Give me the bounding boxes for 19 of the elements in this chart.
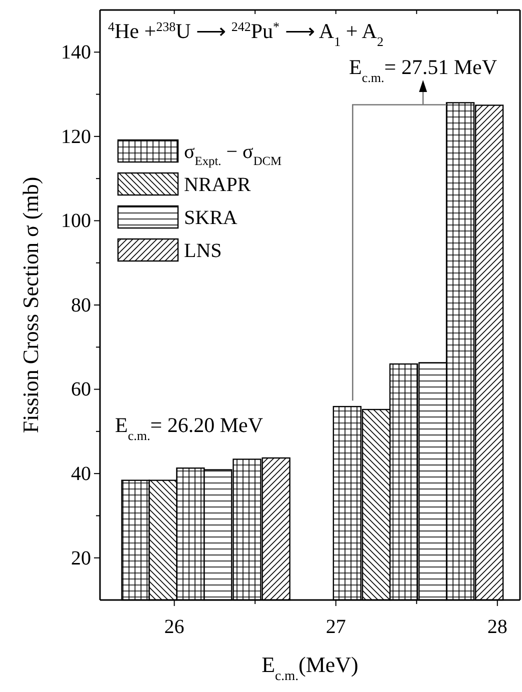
x-axis-title: E$_{c.m.}$(MeV) [262,652,358,682]
x-tick-label: 28 [487,616,508,638]
chart-title: $^{4}$He +$^{238}$U ⟶ $^{242}$Pu$^{*}$ ⟶ A$_{1}$ + A$_{2}$ [108,18,384,48]
y-tick-label: 140 [61,42,91,64]
annotation: E$_{c.m.}$= 26.20 MeV [115,413,264,442]
y-tick-label: 20 [71,547,91,570]
y-axis-title: Fission Cross Section σ (mb) [18,176,43,434]
legend-label: LNS [184,240,222,262]
legend-label: SKRA [184,207,238,229]
y-tick-label: 100 [61,210,91,232]
x-tick-label: 26 [164,616,184,638]
legend-label: NRAPR [184,174,252,196]
annotation: E$_{c.m.}$= 27.51 MeV [349,55,498,84]
x-tick-label: 27 [326,616,346,638]
y-tick-label: 60 [71,378,91,401]
y-tick-label: 40 [71,462,91,485]
y-tick-label: 120 [61,126,91,148]
y-tick-label: 80 [71,294,91,316]
legend-label: σ$_{Expt.}$ − σ$_{DCM}$ [184,141,282,168]
